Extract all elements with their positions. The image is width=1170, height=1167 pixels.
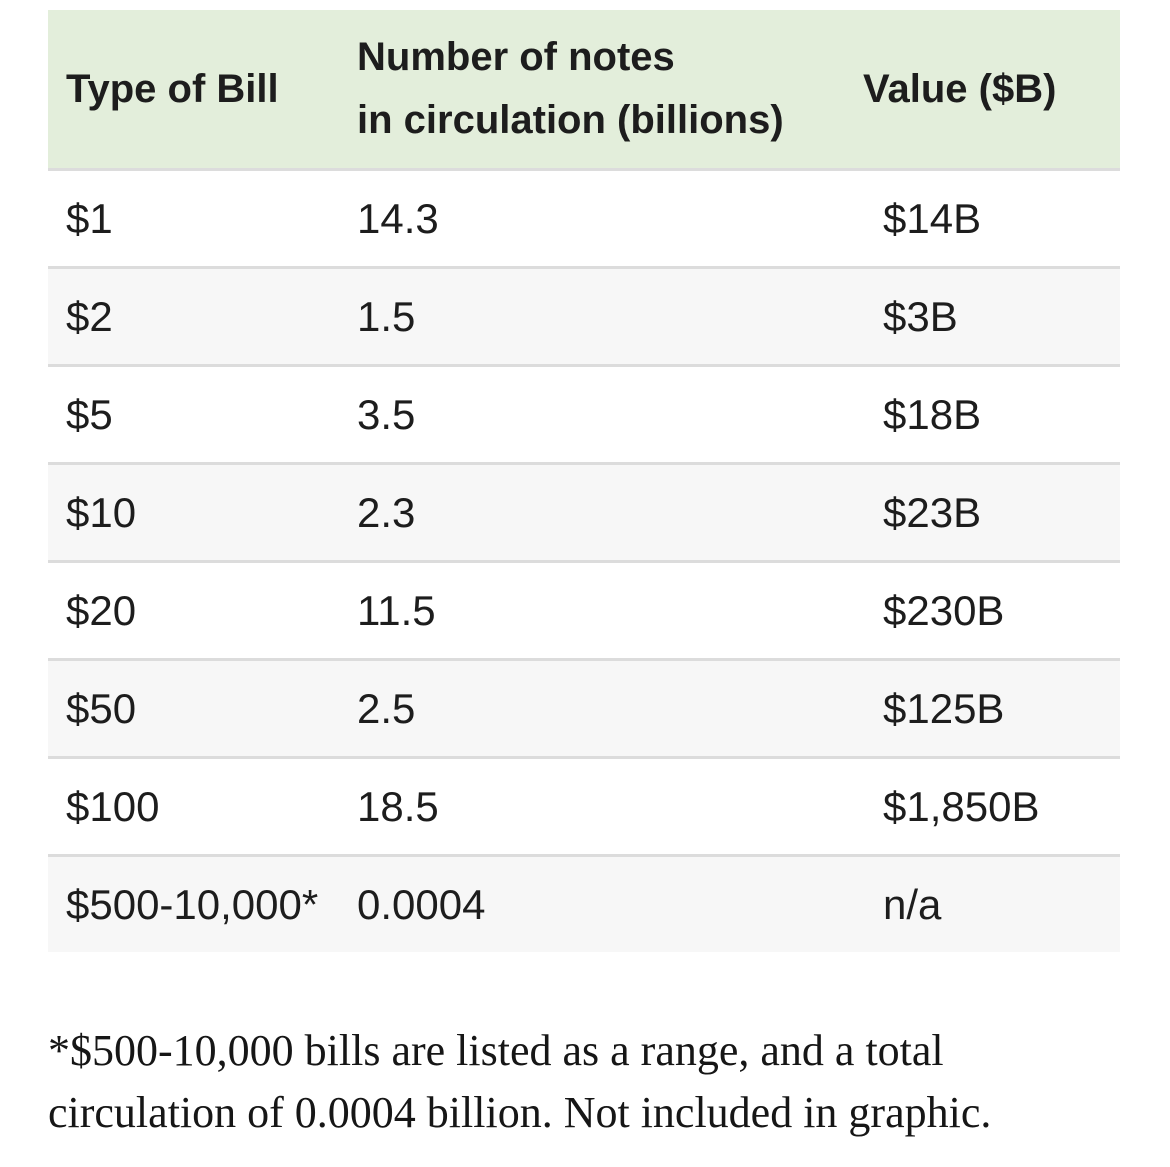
table-row: $20 11.5 $230B xyxy=(48,560,1120,658)
table-row: $1 14.3 $14B xyxy=(48,168,1120,266)
cell-value: $23B xyxy=(883,488,982,536)
table-row: $5 3.5 $18B xyxy=(48,364,1120,462)
table-row: $10 2.3 $23B xyxy=(48,462,1120,560)
cell-bill-type: $100 xyxy=(66,782,160,830)
table-row: $50 2.5 $125B xyxy=(48,658,1120,756)
footnote: *$500-10,000 bills are listed as a range… xyxy=(48,1020,1170,1144)
table-header-row: Type of Bill Number of notes in circulat… xyxy=(48,10,1120,168)
cell-notes-count: 11.5 xyxy=(357,586,436,634)
cell-bill-type: $50 xyxy=(66,684,137,732)
cell-bill-type: $1 xyxy=(66,194,113,242)
cell-value: $230B xyxy=(883,586,1005,634)
cell-notes-count: 1.5 xyxy=(357,292,416,340)
cell-bill-type: $5 xyxy=(66,390,113,438)
table-row: $500-10,000* 0.0004 n/a xyxy=(48,854,1120,952)
cell-value: $125B xyxy=(883,684,1005,732)
footnote-line2: circulation of 0.0004 billion. Not inclu… xyxy=(48,1088,992,1137)
table-row: $100 18.5 $1,850B xyxy=(48,756,1120,854)
col-header-notes-line1: Number of notes xyxy=(357,35,675,79)
cell-value: n/a xyxy=(883,880,942,928)
cell-value: $3B xyxy=(883,292,958,340)
cell-notes-count: 0.0004 xyxy=(357,880,486,928)
footnote-line1: *$500-10,000 bills are listed as a range… xyxy=(48,1026,944,1075)
cell-notes-count: 14.3 xyxy=(357,194,439,242)
cell-value: $18B xyxy=(883,390,982,438)
cell-bill-type: $20 xyxy=(66,586,137,634)
cell-notes-count: 18.5 xyxy=(357,782,439,830)
col-header-notes-line2: in circulation (billions) xyxy=(357,98,784,142)
cell-notes-count: 3.5 xyxy=(357,390,416,438)
col-header-type-of-bill: Type of Bill xyxy=(66,66,279,111)
denominations-table: Type of Bill Number of notes in circulat… xyxy=(48,10,1120,952)
col-header-notes-in-circulation: Number of notes in circulation (billions… xyxy=(357,26,863,152)
cell-bill-type: $500-10,000* xyxy=(66,880,319,928)
table-row: $2 1.5 $3B xyxy=(48,266,1120,364)
cell-bill-type: $10 xyxy=(66,488,137,536)
cell-value: $14B xyxy=(883,194,982,242)
cell-value: $1,850B xyxy=(883,782,1040,830)
col-header-value: Value ($B) xyxy=(863,66,1057,111)
cell-notes-count: 2.3 xyxy=(357,488,416,536)
cell-notes-count: 2.5 xyxy=(357,684,416,732)
cell-bill-type: $2 xyxy=(66,292,113,340)
